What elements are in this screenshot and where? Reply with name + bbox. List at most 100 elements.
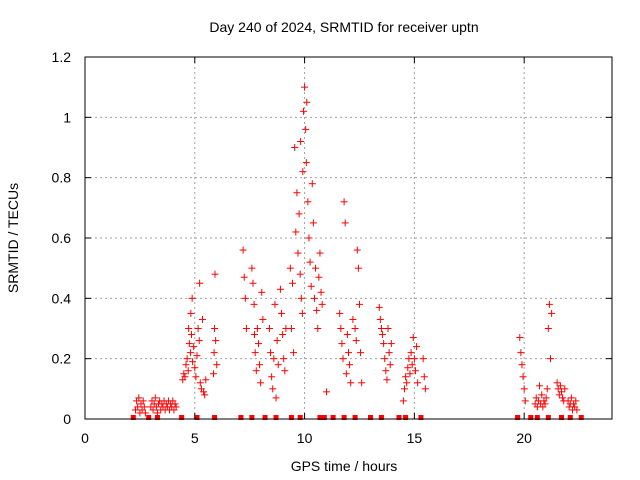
data-point — [180, 370, 188, 378]
data-point — [382, 367, 390, 375]
data-point — [267, 349, 275, 357]
y-tick-label: 0.4 — [52, 290, 72, 306]
data-point — [189, 358, 197, 366]
data-point — [278, 309, 286, 317]
data-point — [408, 361, 416, 369]
data-point — [572, 397, 580, 405]
zero-marker — [341, 415, 347, 420]
data-point — [520, 385, 528, 393]
data-point — [302, 159, 310, 167]
data-point — [305, 234, 313, 242]
data-point — [298, 309, 306, 317]
data-point — [280, 355, 288, 363]
data-point — [354, 264, 362, 272]
zero-marker — [321, 415, 327, 420]
data-point — [317, 288, 325, 296]
data-point — [195, 337, 203, 345]
zero-marker — [288, 415, 294, 420]
x-tick-label: 20 — [516, 430, 532, 446]
data-point — [518, 361, 526, 369]
data-point — [299, 168, 307, 176]
data-point — [557, 388, 565, 396]
zero-marker — [352, 415, 358, 420]
zero-marker — [367, 415, 373, 420]
data-point — [556, 382, 564, 390]
data-point — [573, 406, 581, 414]
data-point — [541, 400, 549, 408]
data-point — [345, 349, 352, 357]
data-point — [249, 279, 257, 287]
data-point — [273, 337, 281, 345]
data-point — [251, 331, 259, 339]
zero-marker — [528, 415, 534, 420]
data-point — [172, 403, 180, 411]
data-point — [289, 279, 297, 287]
data-point — [544, 325, 552, 332]
data-point — [185, 325, 193, 332]
data-point — [536, 382, 544, 390]
data-point — [139, 397, 147, 405]
data-point — [340, 198, 348, 206]
data-point — [538, 391, 546, 399]
data-point — [315, 273, 323, 281]
zero-marker — [515, 415, 521, 420]
data-point — [134, 403, 142, 411]
data-point — [239, 246, 247, 254]
data-point — [279, 331, 287, 339]
data-point — [269, 385, 277, 393]
zero-marker — [578, 415, 584, 420]
data-point — [406, 370, 414, 378]
data-point — [386, 361, 394, 369]
data-point — [407, 349, 415, 357]
data-point — [400, 385, 408, 393]
zero-marker — [558, 415, 564, 420]
data-point — [409, 334, 417, 342]
data-point — [318, 300, 326, 308]
data-point — [270, 355, 278, 363]
data-point — [256, 361, 264, 369]
data-point — [193, 352, 201, 360]
x-tick-label: 0 — [81, 430, 89, 446]
data-point — [314, 325, 322, 332]
zero-marker — [297, 415, 303, 420]
axis-ticks: 0 0.2 0.4 0.6 0.8 1 1.2 0 5 10 15 20 — [52, 49, 612, 446]
data-point — [186, 349, 194, 357]
data-point — [191, 364, 199, 372]
data-point — [286, 264, 294, 272]
data-point — [410, 355, 418, 363]
data-point — [376, 315, 384, 323]
data-point — [338, 340, 346, 348]
data-point — [184, 367, 192, 375]
data-point — [187, 309, 195, 317]
data-point — [200, 388, 208, 396]
zero-marker — [262, 415, 268, 420]
data-point — [149, 406, 157, 414]
data-point — [141, 409, 149, 417]
data-point — [336, 309, 344, 317]
data-point — [403, 379, 411, 387]
data-point — [381, 355, 389, 363]
data-point — [296, 270, 304, 278]
zero-marker — [238, 415, 244, 420]
data-point — [421, 385, 429, 393]
data-point — [202, 376, 210, 384]
data-point — [349, 315, 357, 323]
data-point — [380, 340, 388, 348]
data-point — [292, 228, 300, 236]
zero-marker — [567, 415, 573, 420]
x-tick-label: 15 — [407, 430, 423, 446]
y-tick-label: 1 — [63, 109, 71, 125]
data-point — [198, 315, 206, 323]
data-point — [254, 340, 262, 348]
data-point — [567, 394, 575, 402]
data-point — [419, 355, 427, 363]
data-point — [309, 219, 317, 227]
data-point — [151, 394, 159, 402]
data-point — [287, 325, 295, 332]
zero-marker — [317, 415, 323, 420]
data-point — [343, 331, 351, 339]
y-tick-label: 0.8 — [52, 170, 72, 186]
data-point — [387, 340, 395, 348]
data-point — [357, 349, 365, 357]
